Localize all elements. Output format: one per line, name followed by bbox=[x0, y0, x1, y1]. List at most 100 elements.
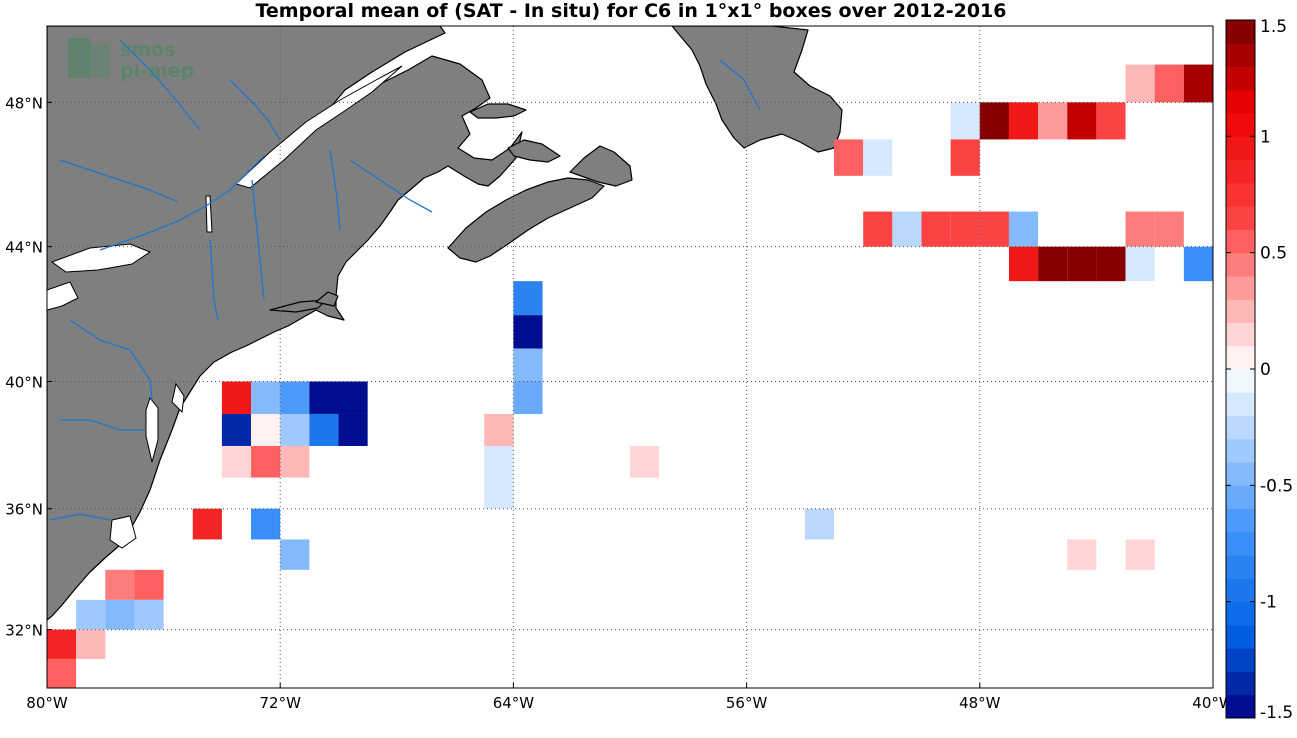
logo-mark-secondary-icon bbox=[88, 44, 110, 78]
river-susquehanna bbox=[69, 319, 153, 401]
data-cell-40 bbox=[280, 413, 310, 446]
river-saint-john bbox=[349, 159, 433, 213]
lake-erie bbox=[47, 281, 79, 311]
data-cell-9 bbox=[1096, 102, 1126, 140]
data-cell-42 bbox=[338, 413, 368, 446]
colorbar-tick-label: -1.5 bbox=[1260, 703, 1293, 723]
colorbar-segment bbox=[1226, 392, 1255, 417]
colorbar-tick-label: 1 bbox=[1260, 127, 1271, 147]
data-cell-23 bbox=[1067, 246, 1097, 282]
data-cell-20 bbox=[1154, 211, 1184, 247]
data-cell-33 bbox=[221, 381, 252, 414]
x-tick-label: 80°W bbox=[26, 694, 68, 712]
chesapeake-bay bbox=[145, 396, 159, 463]
lakes bbox=[47, 65, 403, 549]
data-cell-45 bbox=[251, 445, 281, 478]
delaware-bay bbox=[171, 382, 185, 414]
data-cell-36 bbox=[309, 381, 339, 414]
river-newfoundland bbox=[719, 59, 761, 111]
data-cell-2 bbox=[1183, 64, 1213, 103]
data-cell-12 bbox=[950, 139, 980, 176]
colorbar-segment bbox=[1226, 182, 1255, 207]
river-roanoke bbox=[49, 513, 111, 521]
data-cell-32 bbox=[513, 381, 543, 414]
data-cell-61 bbox=[47, 629, 77, 659]
data-cells bbox=[47, 64, 1213, 688]
data-cell-54 bbox=[1067, 539, 1097, 570]
data-cell-11 bbox=[863, 139, 893, 176]
data-cell-10 bbox=[834, 139, 864, 176]
river-north bbox=[119, 39, 201, 131]
colorbar-segment bbox=[1226, 624, 1255, 649]
colorbar-tick-label: -0.5 bbox=[1260, 476, 1293, 496]
river-hudson bbox=[209, 239, 219, 321]
data-cell-34 bbox=[251, 381, 281, 414]
x-tick-label: 72°W bbox=[259, 694, 301, 712]
data-cell-62 bbox=[76, 629, 106, 659]
x-tick-label: 40°W bbox=[1192, 694, 1234, 712]
y-tick-label: 36°N bbox=[5, 501, 43, 519]
data-cell-14 bbox=[892, 211, 922, 247]
data-cell-47 bbox=[484, 445, 514, 478]
colorbar-segment bbox=[1226, 89, 1255, 114]
data-cell-37 bbox=[338, 381, 368, 414]
data-cell-56 bbox=[105, 569, 135, 600]
colorbar-segment bbox=[1226, 229, 1255, 254]
watermark-logo: smos pi-mep bbox=[68, 38, 194, 82]
data-cell-19 bbox=[1125, 211, 1155, 247]
y-tick-label: 44°N bbox=[5, 239, 43, 257]
data-cell-7 bbox=[1038, 102, 1068, 140]
x-tick-label: 48°W bbox=[959, 694, 1001, 712]
data-cell-26 bbox=[1183, 246, 1213, 282]
colorbar-segment bbox=[1226, 322, 1255, 347]
newfoundland bbox=[671, 26, 843, 153]
north-america-mainland bbox=[47, 26, 523, 621]
x-axis-ticks: 80°W 72°W 64°W 56°W 48°W 40°W bbox=[26, 683, 1234, 712]
anticosti-island bbox=[469, 103, 527, 119]
data-cell-22 bbox=[1038, 246, 1068, 282]
data-cell-6 bbox=[1008, 102, 1039, 140]
colorbar-segment bbox=[1226, 345, 1255, 370]
colorbar-segment bbox=[1226, 694, 1255, 719]
data-cell-25 bbox=[1125, 246, 1155, 282]
colorbar-segment bbox=[1226, 648, 1255, 672]
map-area: smos pi-mep bbox=[47, 26, 1213, 688]
data-cell-13 bbox=[863, 211, 893, 247]
colorbar-segment bbox=[1226, 43, 1255, 68]
y-axis-ticks: 32°N 36°N 40°N 44°N 48°N bbox=[5, 94, 52, 640]
data-cell-17 bbox=[979, 211, 1009, 247]
colorbar-tick-label: 0 bbox=[1260, 360, 1271, 380]
colorbar-tick-label: 0.5 bbox=[1260, 244, 1287, 264]
pamlico-sound bbox=[109, 515, 137, 549]
river-penobscot bbox=[329, 149, 341, 231]
data-cell-8 bbox=[1067, 102, 1097, 140]
data-cell-48 bbox=[484, 477, 514, 509]
colorbar-segment bbox=[1226, 299, 1255, 323]
colorbar-tick-label: 1.5 bbox=[1260, 17, 1287, 37]
figure-title: Temporal mean of (SAT - In situ) for C6 … bbox=[255, 0, 1006, 22]
colorbar-ticks: 1.5 1 0.5 0 -0.5 -1 -1.5 bbox=[1226, 17, 1293, 723]
data-cell-38 bbox=[221, 413, 252, 446]
data-cell-18 bbox=[1008, 211, 1039, 247]
colorbar bbox=[1226, 20, 1255, 719]
colorbar-segment bbox=[1226, 578, 1255, 603]
colorbar-tick-label: -1 bbox=[1260, 593, 1277, 613]
x-tick-label: 56°W bbox=[726, 694, 768, 712]
data-cell-49 bbox=[630, 445, 660, 478]
colorbar-segment bbox=[1226, 555, 1255, 579]
river-st-lawrence bbox=[99, 155, 265, 251]
data-cell-31 bbox=[513, 348, 543, 382]
data-cell-24 bbox=[1096, 246, 1126, 282]
data-cell-46 bbox=[280, 445, 310, 478]
river-ottawa bbox=[59, 159, 179, 203]
data-cell-55 bbox=[1125, 539, 1155, 570]
land-masses bbox=[47, 26, 843, 621]
data-cell-50 bbox=[192, 508, 222, 540]
data-cell-21 bbox=[1008, 246, 1039, 282]
data-cell-52 bbox=[804, 508, 835, 540]
data-cell-51 bbox=[251, 508, 281, 540]
data-cell-59 bbox=[105, 599, 135, 630]
nova-scotia bbox=[447, 177, 605, 263]
data-cell-53 bbox=[280, 539, 310, 570]
